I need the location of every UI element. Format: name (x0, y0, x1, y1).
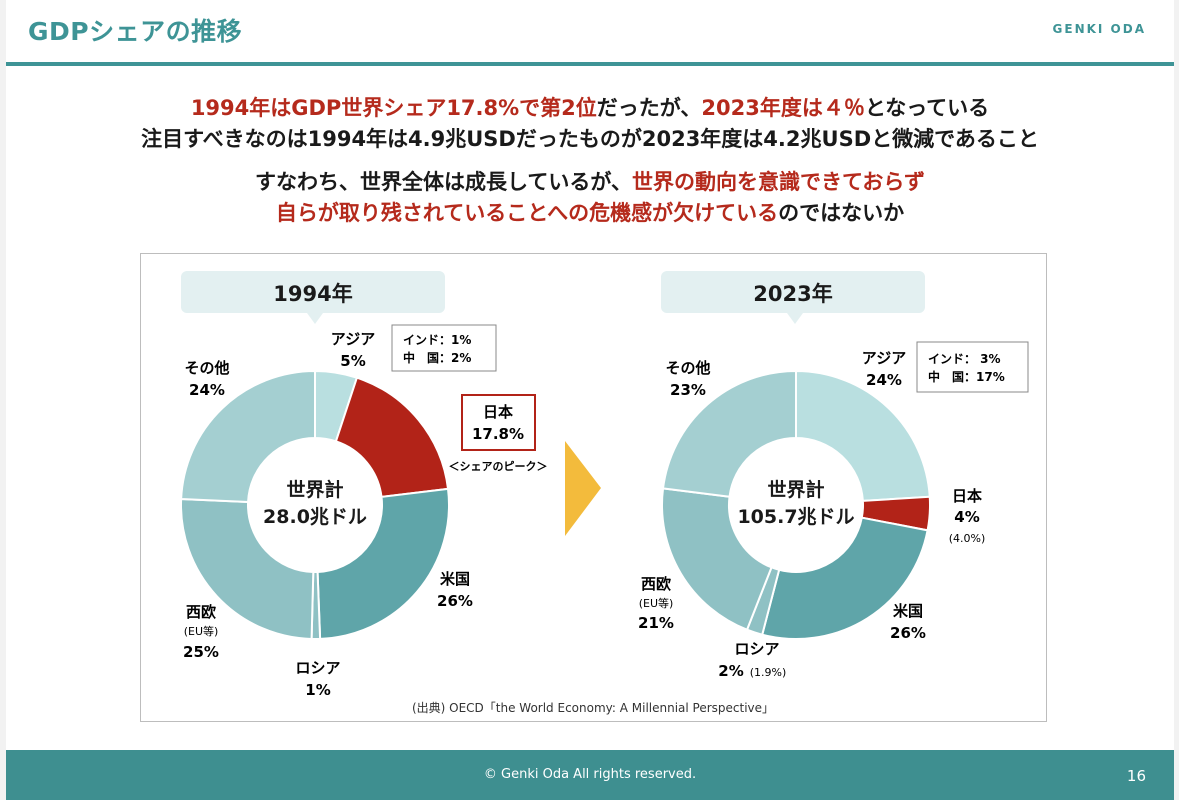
slice-2023-europe (661, 487, 773, 632)
label-1994-other-name: その他 (184, 359, 229, 377)
author-name: GENKI ODA (1052, 22, 1146, 36)
slide: GDPシェアの推移 GENKI ODA 1994年はGDP世界シェア17.8%で… (6, 0, 1174, 800)
label-1994-europe-sub: (EU等) (184, 624, 219, 638)
page-number: 16 (1126, 767, 1146, 785)
asia-breakdown-2023-india: インド： 3% (928, 352, 1001, 366)
headline-line-3: すなわち、世界全体は成長しているが、世界の動向を意識できておらず (6, 166, 1174, 196)
headline-line-1: 1994年はGDP世界シェア17.8%で第2位だったが、2023年度は４％となっ… (6, 92, 1174, 122)
label-2023-japan-value: 4% (954, 508, 979, 526)
label-2023-usa-value: 26% (890, 624, 926, 642)
label-2023-asia-value: 24% (866, 371, 902, 389)
label-2023-russia-precise: (1.9%) (750, 666, 787, 679)
headline-line-1-black-a: だったが、 (596, 96, 702, 120)
headline-line-4-black: のではないか (778, 201, 905, 225)
headline-line-1-black-b: となっている (864, 96, 990, 120)
slice-2023-usa (761, 516, 929, 640)
source-note: (出典) OECD「the World Economy: A Millennia… (412, 701, 774, 715)
slice-1994-europe (180, 497, 315, 640)
slice-2023-other (661, 369, 797, 498)
year-label-2023: 2023年 (753, 282, 832, 306)
label-2023-russia-name: ロシア (734, 640, 779, 658)
peak-note-1994: ＜シェアのピーク＞ (449, 460, 548, 473)
label-1994-other-value: 24% (189, 381, 225, 399)
center-label-2023-line2: 105.7兆ドル (737, 506, 854, 528)
japan-callout-1994: 日本 17.8% (461, 394, 536, 451)
label-1994-russia-name: ロシア (295, 659, 340, 677)
headline-line-2: 注目すべきなのは1994年は4.9兆USDだったものが2023年度は4.2兆US… (141, 127, 1039, 151)
label-2023-europe-sub: (EU等) (639, 596, 674, 610)
label-2023-europe-value: 21% (638, 614, 674, 632)
center-label-2023-line1: 世界計 (767, 478, 824, 501)
year-bubble-1994: 1994年 (181, 271, 445, 324)
label-2023-japan-name: 日本 (952, 487, 982, 505)
label-2023-russia-value: 2% (718, 662, 743, 680)
asia-breakdown-1994: インド：1% 中 国：2% (391, 324, 497, 372)
label-1994-europe-value: 25% (183, 643, 219, 661)
page-title: GDPシェアの推移 (28, 17, 243, 46)
label-1994-japan-name: 日本 (483, 403, 513, 421)
slice-1994-other (180, 369, 316, 504)
asia-breakdown-1994-china: 中 国：2% (403, 350, 471, 365)
label-1994-europe-name: 西欧 (186, 603, 216, 621)
year-bubble-2023: 2023年 (661, 271, 925, 324)
transition-arrow (565, 441, 601, 536)
footer-bar (6, 750, 1174, 800)
headline-line-3-red: 世界の動向を意識できておらず (632, 170, 925, 194)
donut-2023 (661, 369, 931, 640)
label-1994-asia-value: 5% (340, 352, 365, 370)
label-2023-japan-precise: (4.0%) (949, 532, 986, 545)
asia-breakdown-2023-china: 中 国：17% (928, 369, 1005, 384)
label-1994-usa-name: 米国 (440, 570, 470, 588)
slice-1994-usa (316, 487, 450, 640)
asia-breakdown-2023: インド： 3% 中 国：17% (916, 341, 1029, 393)
headline-line-4-red: 自らが取り残されていることへの危機感が欠けている (275, 201, 779, 225)
label-2023-other-value: 23% (670, 381, 706, 399)
copyright: © Genki Oda All rights reserved. (483, 767, 697, 782)
headline-line-4: 自らが取り残されていることへの危機感が欠けているのではないか (6, 197, 1174, 227)
label-2023-europe-name: 西欧 (641, 575, 671, 593)
label-2023-asia-name: アジア (862, 349, 906, 367)
donut-charts-svg: 1994年 2023年 世界計 28.0兆ドル 世界計 105.7兆ドル アジア… (180, 271, 1029, 715)
label-2023-usa-name: 米国 (893, 602, 923, 620)
slice-2023-asia (795, 369, 931, 502)
donut-1994 (180, 369, 450, 640)
label-1994-russia-value: 1% (305, 681, 330, 699)
asia-breakdown-1994-india: インド：1% (403, 333, 471, 347)
headline-line-3-black: すなわち、世界全体は成長しているが、 (255, 170, 632, 194)
title-divider (6, 62, 1174, 66)
label-1994-usa-value: 26% (437, 592, 473, 610)
center-label-1994-line1: 世界計 (286, 478, 343, 501)
headline-line-1-red-a: 1994年はGDP世界シェア17.8%で第2位 (190, 96, 597, 120)
chart-panel: 1994年 2023年 世界計 28.0兆ドル 世界計 105.7兆ドル アジア… (140, 253, 1047, 722)
slice-1994-japan (334, 376, 450, 499)
center-label-1994-line2: 28.0兆ドル (263, 506, 367, 528)
label-2023-other-name: その他 (665, 359, 710, 377)
headline-line-1-red-b: 2023年度は４％ (701, 96, 865, 120)
label-1994-asia-name: アジア (331, 330, 375, 348)
year-label-1994: 1994年 (273, 282, 352, 306)
label-1994-japan-value: 17.8% (472, 425, 524, 443)
